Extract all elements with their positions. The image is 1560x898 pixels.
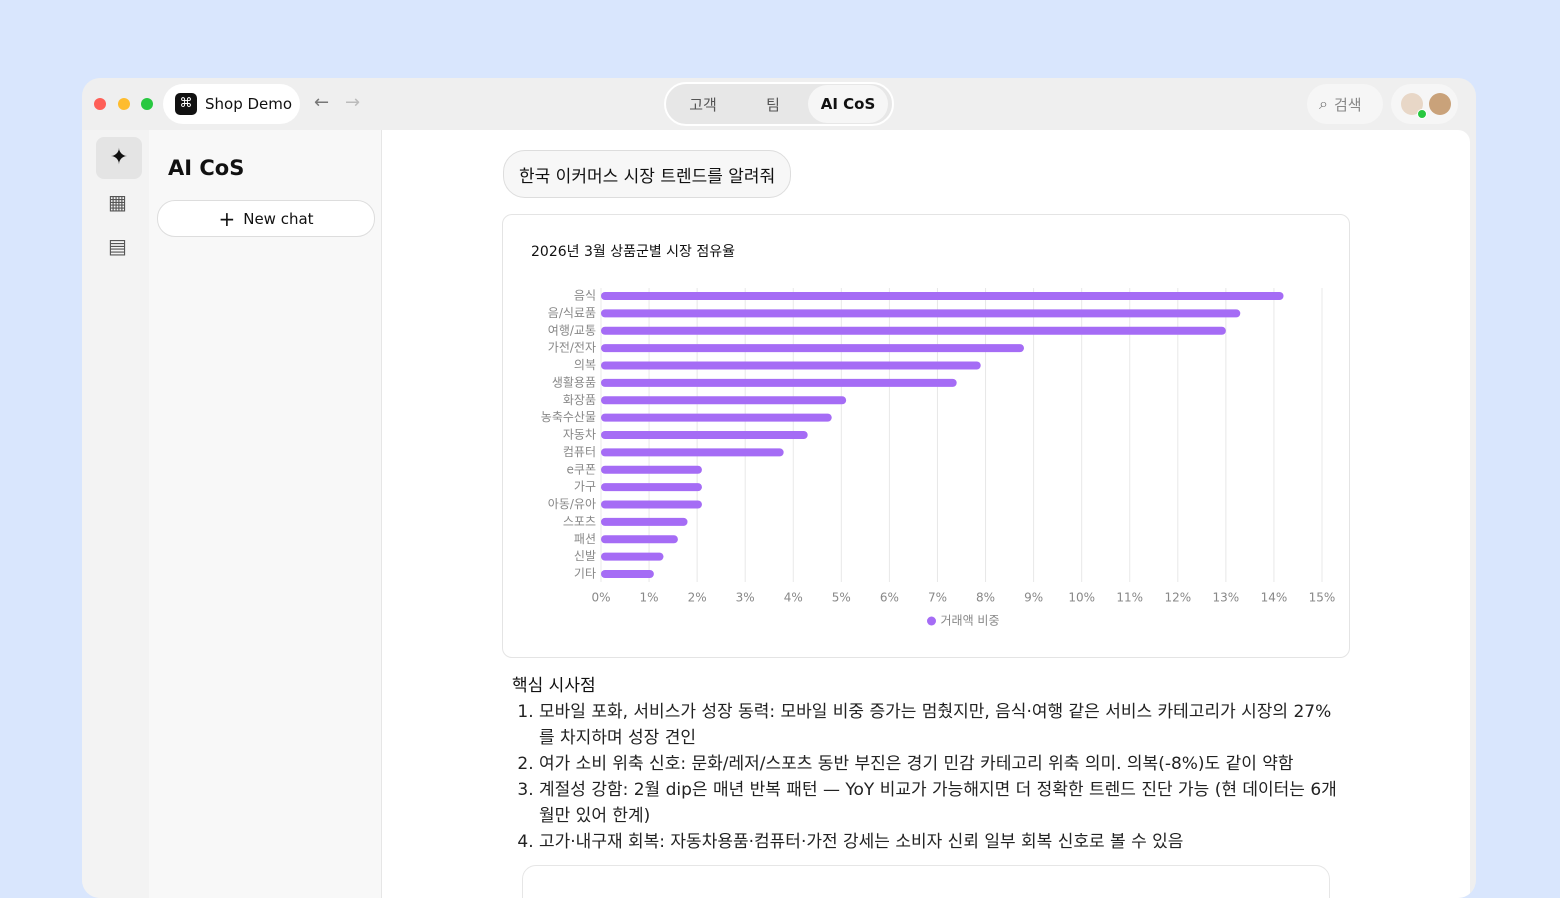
y-tick-label: 농축수산물 (541, 410, 596, 424)
app-name: Shop Demo (205, 95, 293, 113)
status-dot (1417, 109, 1427, 119)
x-tick-label: 4% (784, 591, 803, 605)
bar (601, 292, 1284, 300)
table-icon[interactable]: ▤ (108, 234, 127, 258)
sidebar: AI CoS + New chat (149, 130, 382, 898)
ai-icon[interactable]: ✦ (96, 137, 142, 179)
y-tick-label: 음식 (574, 289, 596, 303)
search-icon: ⌕ (1319, 94, 1328, 113)
y-tick-label: e쿠폰 (567, 462, 596, 476)
y-tick-label: 여행/교통 (548, 322, 596, 337)
nav-tabs: 고객 팀 AI CoS (664, 82, 894, 126)
chat-area: 한국 이커머스 시장 트렌드를 알려줘 2026년 3월 상품군별 시장 점유율… (382, 130, 1470, 898)
app-window: ⌘ Shop Demo ← → 고객 팀 AI CoS ⌕ 검색 ✦ ▦ ▤ A… (82, 78, 1476, 898)
app-icon: ⌘ (175, 93, 197, 115)
icon-rail: ✦ ▦ ▤ (82, 130, 149, 898)
bar (601, 326, 1226, 335)
legend-marker (927, 616, 936, 626)
y-tick-label: 음/식료품 (548, 306, 596, 320)
y-tick-label: 스포츠 (563, 514, 596, 528)
x-tick-label: 6% (880, 591, 899, 605)
avatars[interactable] (1391, 84, 1458, 124)
app-tab[interactable]: ⌘ Shop Demo (163, 84, 300, 124)
bar (601, 535, 678, 544)
avatar (1429, 93, 1451, 115)
bar (601, 552, 664, 561)
chart-title: 2026년 3월 상품군별 시장 점유율 (531, 244, 735, 260)
nav-tab-active[interactable]: AI CoS (808, 85, 888, 123)
bar (601, 344, 1024, 353)
page: ⌘ Shop Demo ← → 고객 팀 AI CoS ⌕ 검색 ✦ ▦ ▤ A… (0, 0, 1560, 880)
insights: 핵심 시사점 모바일 포화, 서비스가 성장 동력: 모바일 비중 증가는 멈췄… (512, 673, 1342, 855)
x-tick-label: 13% (1213, 591, 1240, 605)
x-tick-label: 9% (1024, 591, 1043, 605)
chart: 2026년 3월 상품군별 시장 점유율 0% 1% 2% 3% 4% 5% 6% 7% 8% 9… (531, 244, 1336, 628)
close-button[interactable] (94, 98, 106, 110)
new-chat-label: New chat (243, 209, 314, 228)
bar (601, 361, 981, 370)
grid-icon[interactable]: ▦ (108, 190, 127, 214)
user-message: 한국 이커머스 시장 트렌드를 알려줘 (503, 150, 792, 198)
nav-tab[interactable]: 팀 (766, 95, 780, 114)
sidebar-title: AI CoS (168, 156, 245, 180)
search-label: 검색 (1333, 95, 1362, 114)
insight-item: 여가 소비 위축 신호: 문화/레저/스포츠 동반 부진은 경기 민감 카테고리… (539, 751, 1342, 777)
plus-icon: + (218, 206, 236, 231)
y-tick-label: 기타 (574, 567, 596, 581)
insights-heading: 핵심 시사점 (512, 676, 596, 696)
bar (601, 396, 847, 405)
avatar (1401, 93, 1427, 119)
x-tick-label: 8% (976, 591, 995, 605)
bar (601, 309, 1241, 318)
legend-label: 거래액 비중 (941, 614, 1000, 628)
bar (601, 413, 832, 422)
y-tick-label: 가구 (574, 480, 596, 494)
bar (601, 465, 702, 474)
y-tick-label: 의복 (574, 358, 596, 372)
y-tick-label: 화장품 (563, 393, 596, 407)
x-tick-label: 15% (1309, 591, 1336, 605)
x-tick-label: 3% (736, 591, 755, 605)
bar (601, 517, 688, 526)
x-tick-label: 1% (640, 591, 659, 605)
back-button[interactable]: ← (314, 92, 330, 113)
bar (601, 448, 784, 457)
x-tick-label: 0% (591, 591, 610, 605)
y-tick-label: 생활용품 (552, 375, 596, 389)
y-tick-label: 아동/유아 (548, 497, 596, 511)
insight-item: 모바일 포화, 서비스가 성장 동력: 모바일 비중 증가는 멈췄지만, 음식·… (539, 699, 1342, 751)
x-tick-label: 2% (688, 591, 707, 605)
x-tick-label: 11% (1116, 591, 1143, 605)
forward-button[interactable]: → (345, 92, 361, 113)
bar (601, 431, 808, 439)
new-chat-button[interactable]: + New chat (157, 200, 375, 237)
minimize-button[interactable] (118, 98, 130, 110)
insight-item: 고가·내구재 회복: 자동차용품·컴퓨터·가전 강세는 소비자 신뢰 일부 회복… (539, 829, 1342, 855)
y-tick-label: 신발 (574, 549, 596, 563)
insights-list: 모바일 포화, 서비스가 성장 동력: 모바일 비중 증가는 멈췄지만, 음식·… (512, 699, 1342, 855)
bar (601, 500, 702, 509)
x-tick-label: 12% (1164, 591, 1191, 605)
y-tick-label: 가전/전자 (548, 341, 596, 355)
zoom-button[interactable] (141, 98, 153, 110)
bar (601, 378, 957, 387)
x-tick-label: 14% (1261, 591, 1288, 605)
insight-item: 계절성 강함: 2월 dip은 매년 반복 패턴 — YoY 비교가 가능해지면… (539, 777, 1342, 829)
y-tick-label: 패션 (574, 532, 596, 546)
chart-card: 2026년 3월 상품군별 시장 점유율 0% 1% 2% 3% 4% 5% 6% 7% 8% 9… (502, 214, 1350, 658)
input-box[interactable] (522, 865, 1330, 898)
bar (601, 483, 702, 492)
y-tick-label: 컴퓨터 (563, 445, 596, 459)
x-tick-label: 10% (1068, 591, 1095, 605)
bar (601, 570, 654, 578)
nav-tab[interactable]: 고객 (689, 95, 717, 114)
search-button[interactable]: ⌕ 검색 (1307, 84, 1383, 124)
x-tick-label: 7% (928, 591, 947, 605)
y-tick-label: 자동차 (563, 428, 596, 442)
x-tick-label: 5% (832, 591, 851, 605)
